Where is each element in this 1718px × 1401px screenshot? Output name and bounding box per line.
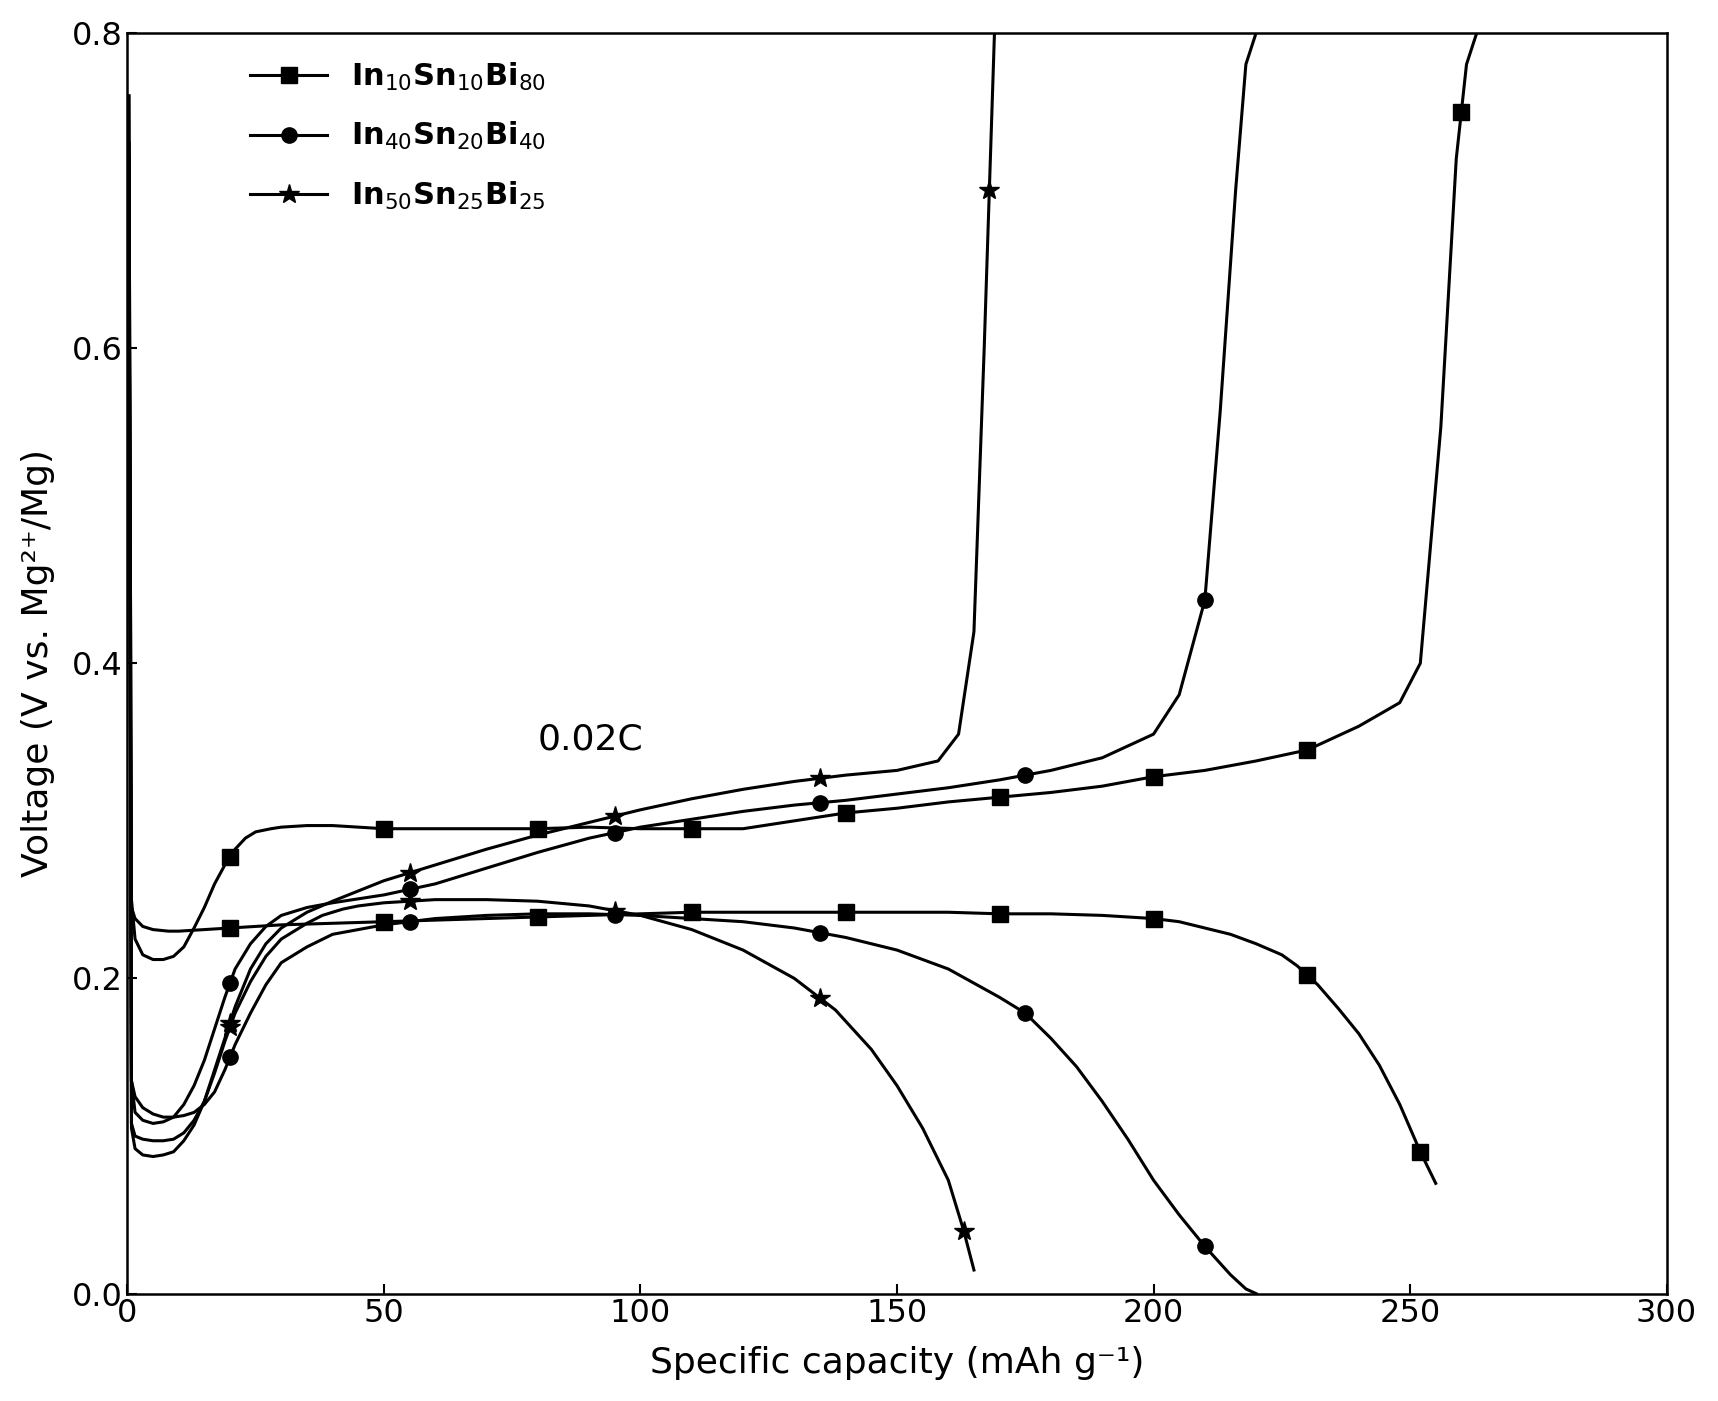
Legend: In$_{10}$Sn$_{10}$Bi$_{80}$, In$_{40}$Sn$_{20}$Bi$_{40}$, In$_{50}$Sn$_{25}$Bi$_: In$_{10}$Sn$_{10}$Bi$_{80}$, In$_{40}$Sn… xyxy=(251,60,546,212)
X-axis label: Specific capacity (mAh g⁻¹): Specific capacity (mAh g⁻¹) xyxy=(649,1346,1144,1380)
Y-axis label: Voltage (V vs. Mg²⁺/Mg): Voltage (V vs. Mg²⁺/Mg) xyxy=(21,450,55,877)
Text: 0.02C: 0.02C xyxy=(538,723,644,757)
